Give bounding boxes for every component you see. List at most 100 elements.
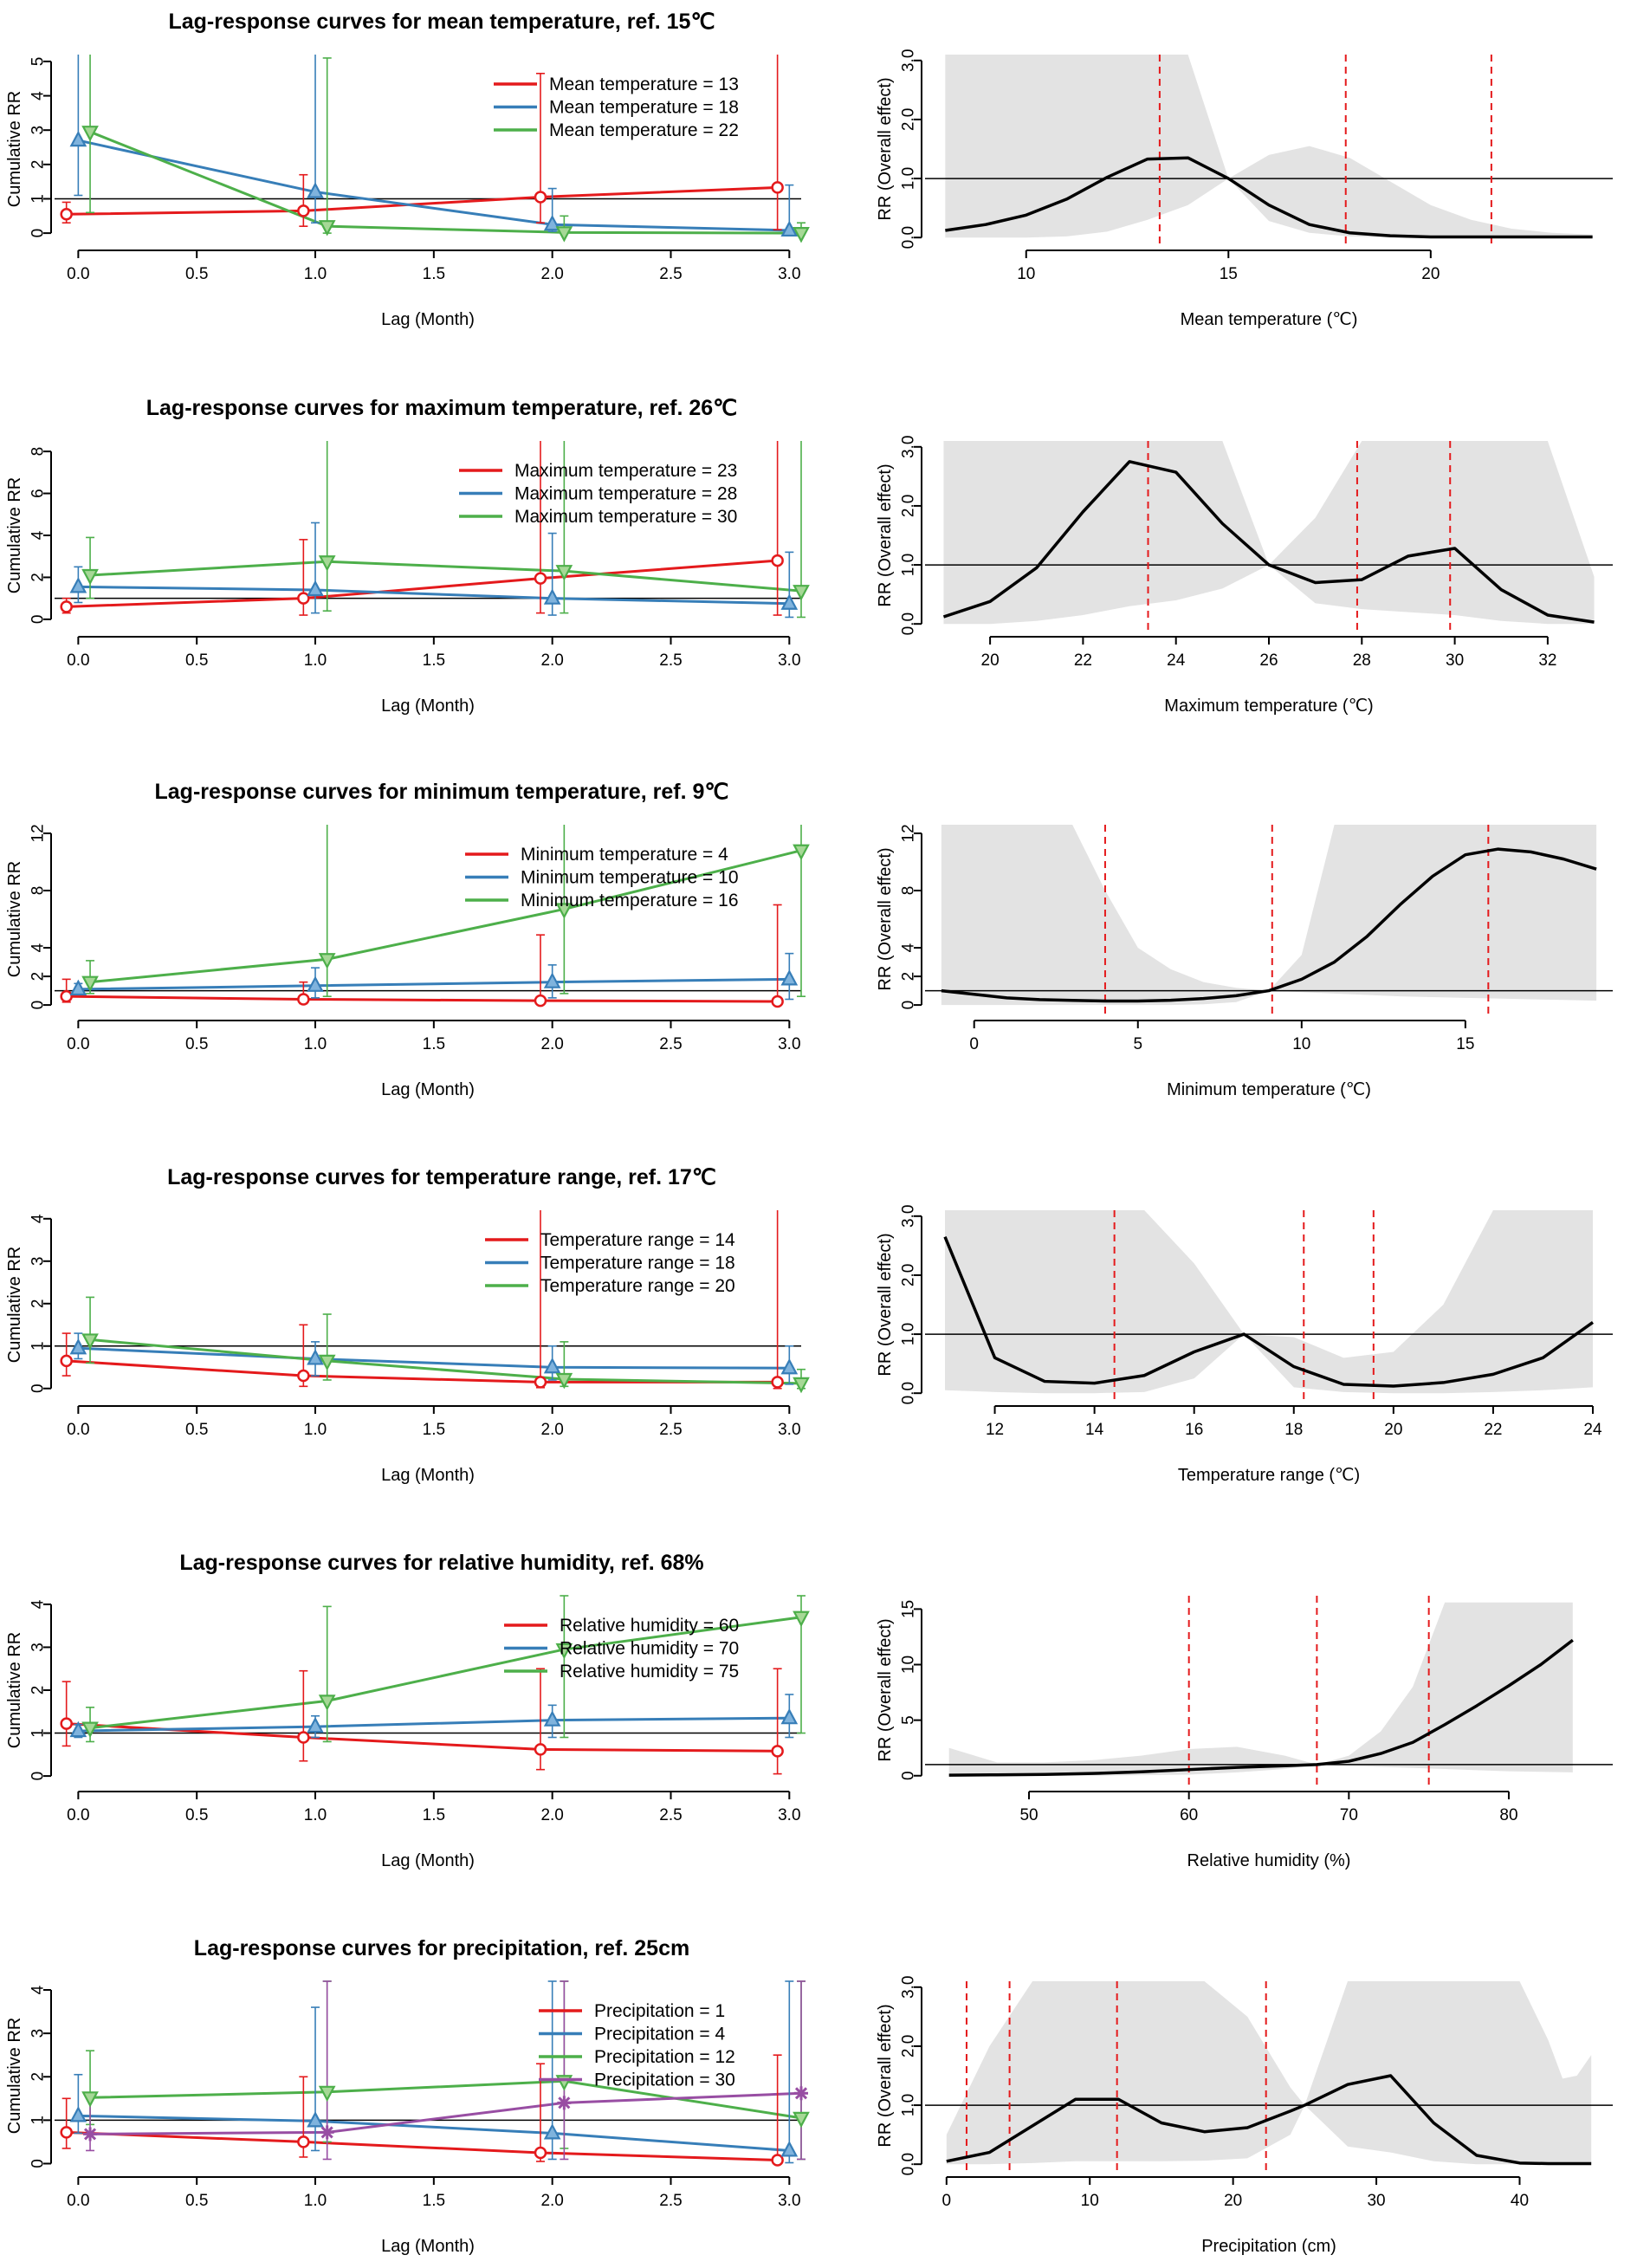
y-tick-label: 0 <box>900 1771 918 1780</box>
x-tick-label: 50 <box>1019 1806 1038 1824</box>
data-point <box>60 208 73 221</box>
legend-label: Temperature range = 14 <box>540 1230 735 1250</box>
x-tick-label: 1.0 <box>304 1035 327 1053</box>
marker-stroke <box>558 2096 571 2109</box>
data-point <box>771 995 784 1008</box>
series-line <box>78 585 790 606</box>
data-point <box>771 554 784 567</box>
x-tick-label: 1.0 <box>304 265 327 283</box>
panel-title: Lag-response curves for mean temperature… <box>168 10 715 34</box>
y-tick-label: 15 <box>900 1600 918 1618</box>
y-axis-label: Cumulative RR <box>5 861 24 977</box>
x-tick-label: 1.5 <box>423 1035 445 1053</box>
series-line <box>78 977 790 991</box>
x-tick-label: 20 <box>981 651 1000 670</box>
data-point <box>83 2127 98 2142</box>
x-tick-label: 2.5 <box>659 1806 682 1824</box>
data-point <box>60 2126 73 2139</box>
y-tick-label: 0.0 <box>900 1382 918 1404</box>
x-tick-label: 32 <box>1538 651 1556 670</box>
y-tick-label: 3 <box>29 2029 48 2038</box>
x-axis-label: Lag (Month) <box>381 1466 475 1485</box>
x-tick-label: 22 <box>1484 1421 1502 1439</box>
x-tick-label: 1.5 <box>423 651 445 670</box>
legend-label: Minimum temperature = 4 <box>521 845 728 865</box>
lag-response-panel-6: Lag-response curves for precipitation, r… <box>5 1936 810 2256</box>
x-tick-label: 2.5 <box>659 2192 682 2210</box>
data-point <box>69 577 87 593</box>
data-point <box>534 1376 547 1389</box>
y-tick-label: 2.0 <box>900 1264 918 1286</box>
x-axis-label: Maximum temperature (℃) <box>1164 697 1373 716</box>
rr-curve <box>943 1235 1594 1388</box>
panel-title: Lag-response curves for minimum temperat… <box>155 780 729 804</box>
y-tick-label: 2 <box>29 1686 48 1695</box>
x-tick-label: 24 <box>1167 651 1186 670</box>
y-tick-label: 4 <box>29 1214 48 1223</box>
x-tick-label: 1.5 <box>423 1806 445 1824</box>
x-tick-label: 0.5 <box>185 1035 208 1053</box>
data-point <box>534 2146 547 2160</box>
y-tick-label: 5 <box>900 1715 918 1725</box>
y-tick-label: 4 <box>29 1599 48 1609</box>
data-point <box>320 2125 334 2140</box>
panel-title: Lag-response curves for relative humidit… <box>179 1551 703 1575</box>
y-tick-label: 0 <box>29 2159 48 2168</box>
data-point <box>60 600 73 613</box>
x-tick-label: 0.5 <box>185 265 208 283</box>
data-point <box>557 2096 572 2110</box>
data-point <box>307 1349 324 1365</box>
data-point <box>297 1731 310 1744</box>
y-tick-label: 2 <box>900 972 918 982</box>
confidence-band <box>945 55 1593 238</box>
x-axis-label: Lag (Month) <box>381 1080 475 1099</box>
confidence-band <box>945 1210 1593 1394</box>
y-tick-label: 3.0 <box>900 49 918 72</box>
lag-response-panel-1: Lag-response curves for mean temperature… <box>5 10 810 329</box>
legend-label: Mean temperature = 22 <box>549 120 739 140</box>
data-point <box>771 1376 784 1389</box>
rr-curve <box>941 847 1597 1003</box>
series-line <box>66 1722 778 1753</box>
data-point <box>793 844 810 861</box>
x-axis-label: Lag (Month) <box>381 1851 475 1870</box>
data-point <box>297 993 310 1006</box>
x-tick-label: 0.5 <box>185 1421 208 1439</box>
data-point <box>780 593 799 610</box>
data-point <box>780 1358 799 1375</box>
y-tick-label: 0 <box>900 1001 918 1010</box>
legend: Mean temperature = 13 Mean temperature = … <box>494 75 739 140</box>
y-tick-label: 6 <box>29 489 48 498</box>
x-tick-label: 22 <box>1074 651 1092 670</box>
data-point <box>318 953 336 969</box>
data-point <box>780 969 799 986</box>
data-point <box>307 580 324 597</box>
legend-label: Precipitation = 1 <box>594 2001 725 2021</box>
series-line <box>66 559 778 608</box>
y-tick-label: 3.0 <box>900 1976 918 1999</box>
series-line <box>66 1359 778 1383</box>
x-tick-label: 2.5 <box>659 265 682 283</box>
y-tick-label: 3 <box>29 1256 48 1266</box>
data-point <box>555 903 573 919</box>
y-tick-label: 2.0 <box>900 495 918 517</box>
y-tick-label: 0 <box>29 1383 48 1393</box>
legend-label: Temperature range = 18 <box>540 1254 735 1273</box>
y-axis-label: RR (Overall effect) <box>876 847 895 990</box>
y-tick-label: 3.0 <box>900 436 918 458</box>
series-line <box>66 995 778 1003</box>
x-tick-label: 3.0 <box>778 2192 800 2210</box>
x-axis-label: Mean temperature (℃) <box>1181 310 1358 329</box>
x-tick-label: 2.5 <box>659 651 682 670</box>
x-tick-label: 18 <box>1284 1421 1303 1439</box>
y-tick-label: 4 <box>29 530 48 540</box>
x-tick-label: 3.0 <box>778 1421 800 1439</box>
series-line <box>78 139 790 232</box>
x-tick-label: 0.5 <box>185 1806 208 1824</box>
x-axis-label: Relative humidity (%) <box>1187 1851 1351 1870</box>
y-tick-label: 0 <box>29 1001 48 1010</box>
overall-effect-panel-5: 50 60 70 80 0 5 10 15 Relative humidity (%) RR (O… <box>876 1596 1613 1870</box>
y-tick-label: 1 <box>29 1728 48 1738</box>
y-axis-label: Cumulative RR <box>5 477 24 593</box>
